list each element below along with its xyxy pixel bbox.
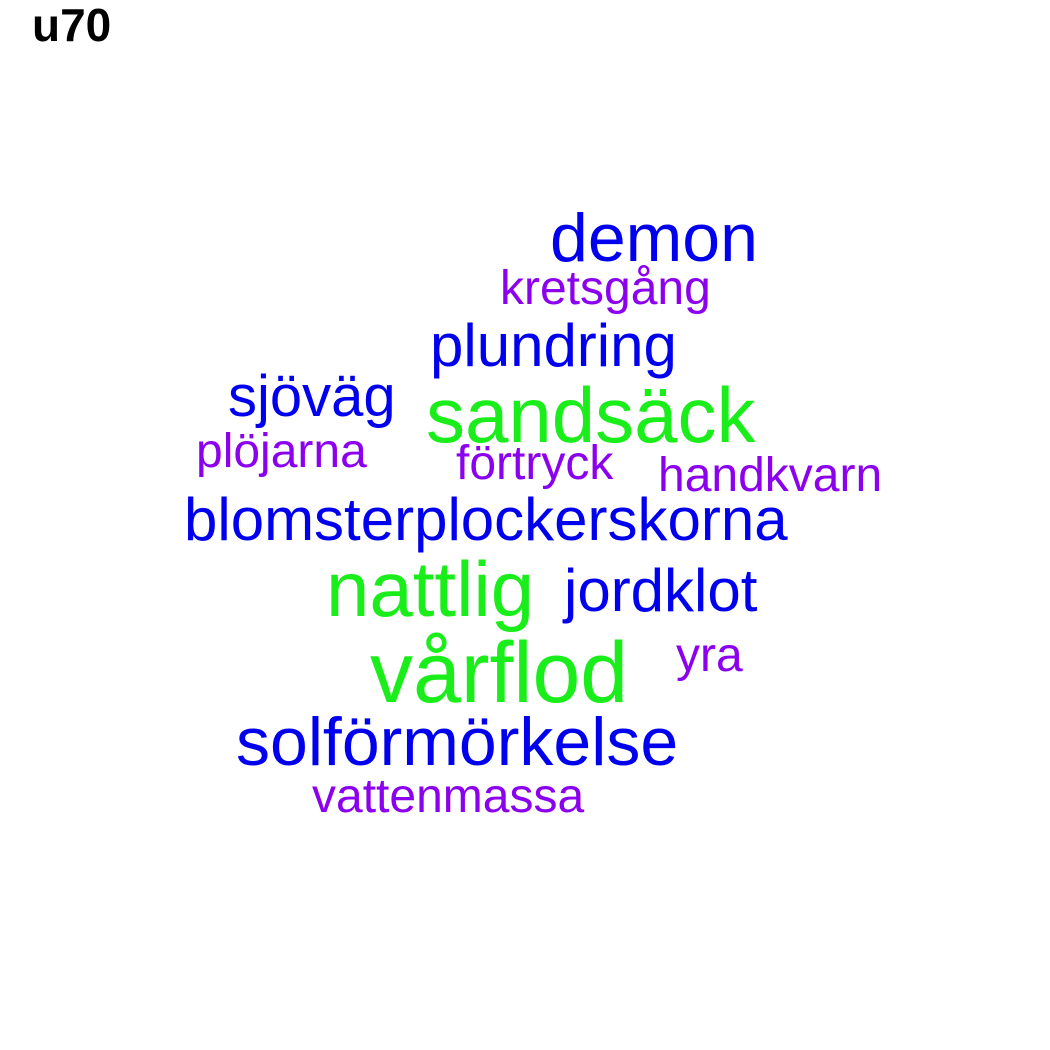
word-vattenmassa: vattenmassa (312, 770, 585, 823)
word-demon: demon (550, 200, 758, 276)
word-kretsgang: kretsgång (500, 262, 711, 315)
word-plundring: plundring (430, 312, 677, 379)
word-yra: yra (676, 629, 743, 682)
word-jordklot: jordklot (564, 557, 758, 624)
word-solformorkelse: solförmörkelse (236, 704, 679, 780)
word-varflod: vårflod (370, 625, 629, 721)
cloud-title: u70 (32, 0, 112, 51)
word-nattlig: nattlig (326, 545, 535, 633)
word-sjovag: sjöväg (228, 364, 396, 429)
word-fortryck: förtryck (456, 437, 614, 490)
word-sandsack: sandsäck (426, 371, 756, 459)
word-handkvarn: handkvarn (658, 449, 883, 502)
word-plojarna: plöjarna (196, 425, 367, 478)
word-blomsterplockerskorna: blomsterplockerskorna (184, 486, 788, 553)
